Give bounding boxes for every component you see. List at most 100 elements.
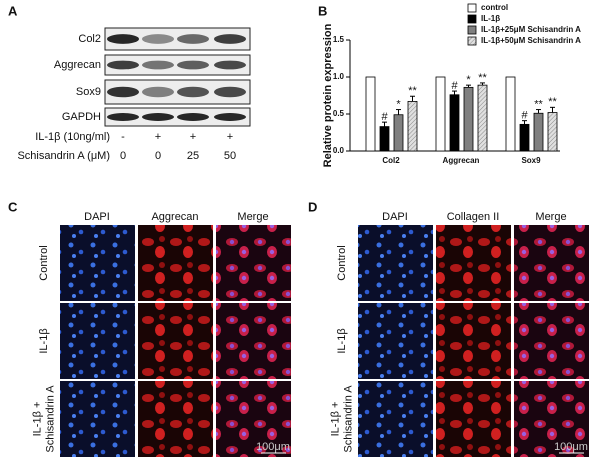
significance: # [521, 110, 528, 122]
micrograph [216, 381, 291, 457]
blot-row-label: GAPDH [62, 111, 101, 123]
legend-swatch [467, 3, 477, 13]
row-label: IL-1β + [329, 402, 341, 437]
micrograph [60, 381, 135, 457]
micrograph [216, 225, 291, 301]
row-label: IL-1β [336, 328, 348, 353]
row-label: Control [336, 245, 348, 280]
legend-label: IL-1β+25μM Schisandrin A [481, 25, 581, 34]
condition-value: + [190, 131, 196, 143]
bar [435, 76, 446, 152]
micrograph [60, 303, 135, 379]
column-header: Merge [535, 211, 566, 223]
significance: # [381, 111, 388, 123]
blot-band [177, 34, 209, 44]
micrograph [514, 381, 589, 457]
scale-bar-label: 100μm [554, 441, 588, 453]
column-header: Merge [237, 211, 268, 223]
micrograph [358, 225, 433, 301]
bar [519, 123, 530, 152]
scale-bar-label: 100μm [256, 441, 290, 453]
blot-band [214, 60, 246, 70]
row-label: Schisandrin A [44, 385, 56, 453]
blot-band [177, 60, 209, 70]
blot-band [214, 34, 246, 44]
significance: # [451, 80, 458, 92]
panel-label: C [8, 199, 18, 214]
bar [407, 101, 418, 152]
bar [547, 112, 558, 152]
legend-swatch [467, 14, 477, 24]
row-label: IL-1β + [31, 402, 43, 437]
blot-band [107, 34, 139, 44]
legend-swatch [467, 36, 477, 46]
x-tick-label: Col2 [382, 156, 400, 165]
condition-value: 0 [120, 150, 126, 162]
condition-value: - [121, 131, 125, 143]
y-tick-label: 1.0 [333, 72, 345, 81]
bar [365, 76, 376, 152]
blot-row-label: Aggrecan [54, 59, 101, 71]
micrograph [60, 225, 135, 301]
micrograph [138, 225, 213, 301]
micrograph [358, 303, 433, 379]
panel-label: D [308, 199, 317, 214]
legend-label: IL-1β+50μM Schisandrin A [481, 36, 581, 45]
bar [379, 126, 390, 152]
x-tick-label: Aggrecan [443, 156, 480, 165]
column-header: DAPI [84, 211, 110, 223]
blot-band [107, 86, 139, 98]
blot-band [142, 34, 174, 44]
condition-name: IL-1β (10ng/ml) [35, 131, 110, 143]
condition-value: + [155, 131, 161, 143]
legend-label: IL-1β [481, 14, 500, 23]
significance: ** [478, 72, 487, 84]
micrograph [216, 303, 291, 379]
row-label: Control [38, 245, 50, 280]
blot-band [107, 113, 139, 121]
condition-value: 50 [224, 150, 236, 162]
row-label: Schisandrin A [342, 385, 354, 453]
x-tick-label: Sox9 [521, 156, 541, 165]
column-header: DAPI [382, 211, 408, 223]
significance: ** [408, 85, 417, 97]
significance: * [396, 98, 401, 110]
blot-row-label: Sox9 [76, 86, 101, 98]
y-tick-label: 0.0 [333, 146, 345, 155]
bar [393, 114, 404, 152]
legend-swatch [467, 25, 477, 35]
significance: ** [534, 98, 543, 110]
y-tick-label: 1.5 [333, 35, 345, 44]
micrograph [436, 381, 511, 457]
bar [477, 84, 488, 152]
significance: ** [548, 96, 557, 108]
condition-value: 0 [155, 150, 161, 162]
condition-value: + [227, 131, 233, 143]
y-axis-title: Relative protein expression [322, 23, 334, 167]
bar [505, 76, 516, 152]
micrograph [514, 225, 589, 301]
condition-value: 25 [187, 150, 199, 162]
significance: * [466, 74, 471, 86]
blot-band [142, 86, 174, 98]
blot-band [214, 86, 246, 98]
blot-band [177, 113, 209, 121]
micrograph [514, 303, 589, 379]
micrograph [138, 303, 213, 379]
column-header: Collagen II [447, 211, 500, 223]
column-header: Aggrecan [151, 211, 198, 223]
legend-label: control [481, 3, 508, 12]
bar [533, 112, 544, 152]
micrograph [436, 303, 511, 379]
condition-name: Schisandrin A (μM) [17, 150, 110, 162]
blot-band [142, 60, 174, 70]
blot-band [142, 113, 174, 121]
blot-band [214, 113, 246, 121]
micrograph [358, 381, 433, 457]
blot-band [107, 60, 139, 70]
row-label: IL-1β [38, 328, 50, 353]
blot-band [177, 86, 209, 98]
panel-label: A [8, 3, 18, 18]
panel-label: B [318, 3, 327, 18]
